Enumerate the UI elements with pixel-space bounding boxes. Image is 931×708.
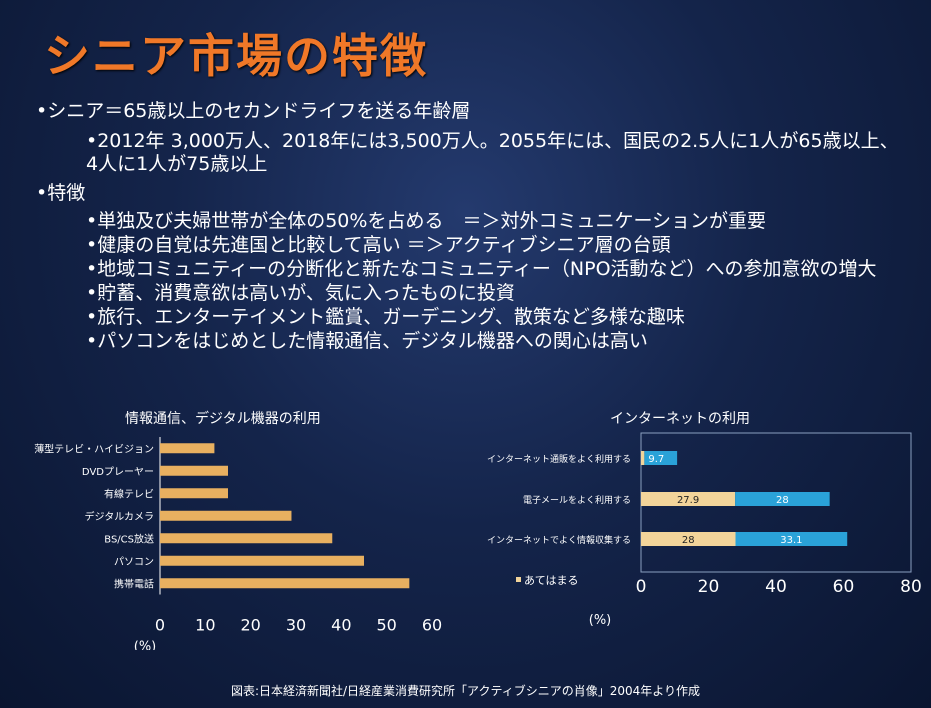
chart2-unit: (%) [589, 613, 612, 628]
bullet-features-heading: •特徴 [36, 182, 86, 204]
chart1-bar [160, 555, 364, 566]
chart2-data-label: 33.1 [780, 535, 802, 546]
chart2-data-label: 9.7 [648, 454, 664, 465]
chart1-category-label: 有線テレビ [104, 487, 154, 500]
chart1-tick-label: 30 [286, 616, 306, 635]
chart2-data-label: 28 [682, 535, 695, 546]
chart1-tick-label: 50 [376, 616, 396, 635]
chart2-bar-segment [735, 492, 830, 506]
chart2-bar-applies [641, 492, 736, 506]
chart2-category-label: インターネットでよく情報収集する [487, 534, 631, 546]
chart2-bar-segment [644, 451, 678, 465]
bullet-household: •単独及び夫婦世帯が全体の50%を占める ＝＞対外コミュニケーションが重要 [86, 210, 767, 232]
chart1-category-label: BS/CS放送 [104, 532, 154, 545]
bullet-community: •地域コミュニティーの分断化と新たなコミュニティー（NPO活動など）への参加意欲… [86, 258, 877, 280]
chart2-category-label: インターネット通販をよく利用する [487, 453, 631, 465]
chart1-tick-label: 10 [195, 616, 215, 635]
chart1-category-label: パソコン [114, 556, 154, 568]
chart1-category-label: 薄型テレビ・ハイビジョン [34, 442, 154, 455]
chart1-bar [160, 533, 333, 544]
bullet-savings: •貯蓄、消費意欲は高いが、気に入ったものに投資 [86, 282, 515, 304]
chart2-data-label: 27.9 [677, 495, 699, 506]
chart1-title: 情報通信、デジタル機器の利用 [125, 411, 321, 427]
chart1-bar [160, 465, 228, 476]
bullet-hobbies: •旅行、エンターテイメント鑑賞、ガーデニング、散策など多様な趣味 [86, 306, 685, 328]
chart1-tick-label: 0 [155, 616, 165, 635]
internet-usage-chart: インターネット通販をよく利用する 9.7 電子メールをよく利用する 27.9 28 インタ… [487, 432, 922, 628]
chart2-tick-label: 20 [698, 577, 720, 597]
chart1-bar [160, 578, 410, 589]
chart1-category-label: DVDプレーヤー [82, 466, 154, 478]
bullet-senior-definition: •シニア＝65歳以上のセカンドライフを送る年齢層 [36, 100, 471, 122]
bullet-population: •2012年 3,000万人、2018年には3,500万人。2055年には、国民… [86, 130, 899, 175]
chart2-tick-label: 40 [765, 577, 787, 597]
chart1-bar [160, 510, 292, 521]
chart1-bar [160, 443, 215, 454]
chart2-tick-label: 80 [900, 577, 922, 597]
chart1-tick-label: 20 [240, 616, 260, 635]
chart2-legend-swatch [516, 577, 521, 582]
chart2-tick-label: 60 [833, 577, 855, 597]
chart1-tick-label: 40 [331, 616, 351, 635]
chart2-data-label: 28 [776, 495, 789, 506]
bullet-health: •健康の自覚は先進国と比較して高い ＝＞アクティブシニア層の台頭 [86, 234, 671, 256]
chart2-bar-applies [641, 532, 736, 546]
source-note: 図表:日本経済新聞社/日経産業消費研究所「アクティブシニアの肖像」2004年より… [230, 684, 701, 698]
chart1-tick-label: 60 [422, 616, 442, 635]
chart2-bar-segment [735, 532, 848, 546]
bullet-digital-interest: •パソコンをはじめとした情報通信、デジタル機器への関心は高い [86, 330, 648, 352]
chart1-bar [160, 488, 228, 499]
chart2-category-label: 電子メールをよく利用する [523, 494, 631, 506]
chart2-legend-label: あてはまる [524, 574, 579, 587]
chart1-unit: (%) [134, 640, 157, 651]
chart2-title: インターネットの利用 [610, 411, 750, 427]
chart1-category-label: 携帯電話 [114, 577, 154, 590]
chart2-bar-applies [641, 451, 645, 465]
chart2-tick-label: 0 [636, 577, 647, 597]
slide-title: シニア市場の特徴 [44, 29, 428, 83]
chart1-category-label: デジタルカメラ [85, 510, 155, 523]
